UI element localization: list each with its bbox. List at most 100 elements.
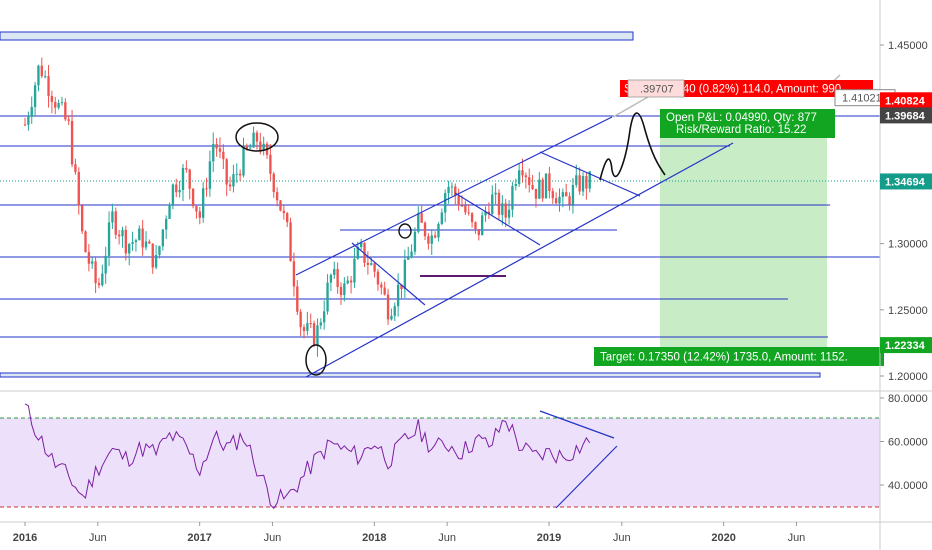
target-box — [594, 347, 884, 366]
circle-annotation — [235, 122, 279, 152]
candle-body — [91, 261, 94, 264]
range-box-top — [0, 31, 634, 41]
candle-body — [107, 222, 111, 256]
circle-annotation — [305, 344, 327, 376]
candle-body — [269, 154, 272, 174]
rsi-pane — [0, 403, 880, 510]
price-tag — [880, 107, 932, 124]
candle-body — [366, 262, 370, 265]
risk-reward-text: Risk/Reward Ratio: 15.22 — [676, 124, 806, 136]
candle-body — [245, 145, 249, 149]
candle-body — [363, 242, 366, 263]
candle-body — [292, 261, 296, 287]
candle-body — [323, 311, 326, 323]
candle-body — [215, 143, 218, 149]
candle-body — [575, 175, 578, 185]
candle-body — [420, 213, 423, 223]
candle-body — [558, 196, 561, 204]
candle-body — [571, 184, 575, 205]
candle-body — [141, 228, 144, 248]
candle-body — [494, 192, 497, 195]
candle-body — [440, 212, 444, 224]
stop-overlay-text: .39707 — [640, 84, 674, 96]
candle-body — [235, 173, 238, 175]
candle-body — [168, 204, 171, 219]
candle-body — [77, 172, 80, 206]
candle-body — [326, 282, 329, 312]
candle-body — [117, 234, 121, 237]
candle-body — [262, 143, 265, 151]
candle-body — [30, 106, 33, 117]
price-axis[interactable]: 1.45000 1.30000 1.25000 1.20000 — [880, 40, 928, 383]
candle-body — [417, 213, 420, 232]
candle-body — [205, 188, 208, 190]
time-tick-label: 2019 — [537, 532, 561, 544]
candle-body — [353, 258, 356, 283]
candle-body — [538, 179, 541, 199]
candle-body — [175, 184, 178, 193]
candle-body — [410, 251, 413, 258]
candle-body — [158, 246, 161, 256]
price-tag-label: 1.39684 — [885, 110, 926, 122]
candle-body — [238, 173, 242, 176]
candle-body — [396, 284, 400, 307]
price-tag-label: 1.34694 — [885, 176, 926, 188]
candle-body — [279, 200, 282, 211]
candle-body — [111, 211, 114, 223]
time-axis[interactable]: 2016 Jun 2017 Jun 2018 Jun 2019 Jun 2020 Jun — [13, 522, 806, 544]
candle-body — [299, 311, 302, 328]
candle-body — [501, 203, 504, 215]
price-tag-label: 1.40824 — [885, 95, 926, 107]
price-tag — [880, 337, 932, 354]
candle-body — [165, 218, 168, 230]
candle-body — [101, 273, 104, 286]
candle-body — [504, 203, 507, 218]
candles — [23, 57, 591, 357]
time-tick-label: 2017 — [187, 532, 211, 544]
candle-body — [343, 283, 346, 296]
position-labels: Stop: 0.01340 (0.82%) 114.0, Amount: 990… — [594, 79, 884, 366]
candle-body — [339, 286, 343, 296]
candle-body — [306, 323, 309, 331]
candle-body — [74, 164, 77, 173]
time-tick-label: Jun — [264, 532, 282, 544]
rsi-tick-label: 40.0000 — [888, 480, 928, 492]
candle-body — [228, 184, 232, 187]
channel-inner-1 — [351, 242, 426, 306]
candle-body — [222, 151, 225, 160]
candle-body — [282, 210, 286, 214]
candle-body — [386, 294, 390, 320]
candle-body — [467, 212, 470, 214]
candle-body — [444, 193, 447, 213]
candle-body — [134, 240, 138, 243]
rsi-line — [24, 403, 591, 510]
rsi-divergence-lower — [555, 445, 618, 509]
candle-body — [464, 205, 467, 213]
candle-body — [356, 246, 359, 259]
candle-body — [521, 170, 524, 176]
candle-body — [286, 213, 289, 223]
time-tick-label: 2016 — [13, 532, 37, 544]
candle-body — [316, 325, 319, 346]
candle-body — [272, 173, 275, 193]
candle-body — [114, 211, 117, 235]
candle-body — [302, 327, 306, 331]
candle-body — [581, 176, 585, 192]
ascending-channel — [295, 116, 734, 378]
candle-body — [138, 228, 141, 241]
candle-body — [561, 192, 565, 197]
candle-body — [336, 268, 339, 287]
candle-body — [181, 167, 185, 190]
candle-body — [208, 161, 212, 189]
candle-body — [23, 124, 27, 126]
rsi-axis[interactable]: 80.0000 60.0000 40.0000 — [880, 393, 928, 492]
candle-body — [497, 192, 501, 215]
candle-body — [447, 186, 450, 194]
channel-inner-2 — [454, 192, 541, 246]
candle-body — [437, 223, 440, 238]
candle-body — [289, 222, 292, 262]
price-tag-label: 1.22334 — [885, 340, 926, 352]
candle-body — [433, 235, 437, 238]
candle-body — [212, 143, 215, 162]
